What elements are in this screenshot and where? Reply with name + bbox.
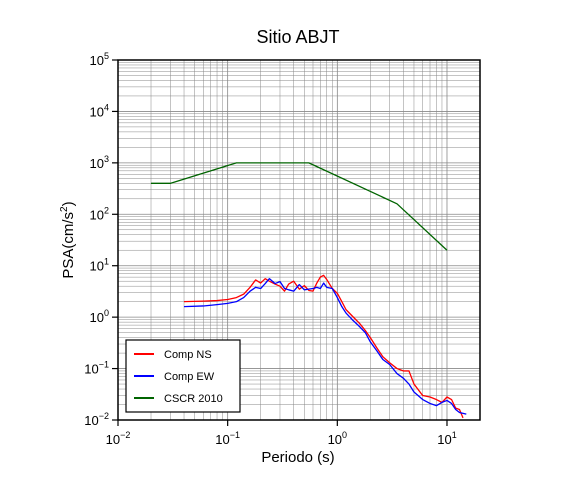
x-axis-label: Periodo (s) [261, 449, 334, 466]
y-tick-label: 100 [90, 308, 109, 325]
x-tick-label: 101 [437, 430, 456, 447]
y-tick-label: 103 [90, 154, 109, 171]
y-axis-label-base: PSA(cm/s [60, 212, 77, 279]
y-tick-label: 10−2 [84, 411, 109, 428]
y-tick-label: 101 [90, 257, 109, 274]
y-tick-label: 105 [90, 51, 109, 68]
y-tick-label: 102 [90, 205, 109, 222]
y-axis-label-close: ) [60, 201, 77, 206]
legend-label: Comp EW [164, 371, 215, 383]
plot-frame [117, 59, 481, 421]
x-tick-label: 10−1 [215, 430, 240, 447]
axes: 10−2 10−1 100 101 10−2 10−1 100 101 102 103 104 105 [84, 51, 481, 447]
y-axis-label-sup: 2 [59, 206, 70, 212]
legend-label: CSCR 2010 [164, 393, 223, 405]
y-tick-label: 10−1 [84, 360, 109, 377]
legend-label: Comp NS [164, 349, 212, 361]
series-line-comp-ew [183, 278, 467, 415]
series-line-cscr-2010 [151, 162, 448, 251]
chart-title: Sitio ABJT [256, 27, 339, 47]
y-axis-label: PSA(cm/s2) [59, 201, 77, 278]
y-tick-label: 104 [90, 102, 109, 119]
series-layer [151, 162, 467, 419]
x-tick-label: 100 [328, 430, 347, 447]
legend: Comp NS Comp EW CSCR 2010 [125, 339, 241, 413]
x-tick-label: 10−2 [106, 430, 131, 447]
series-line-comp-ns [184, 274, 464, 419]
